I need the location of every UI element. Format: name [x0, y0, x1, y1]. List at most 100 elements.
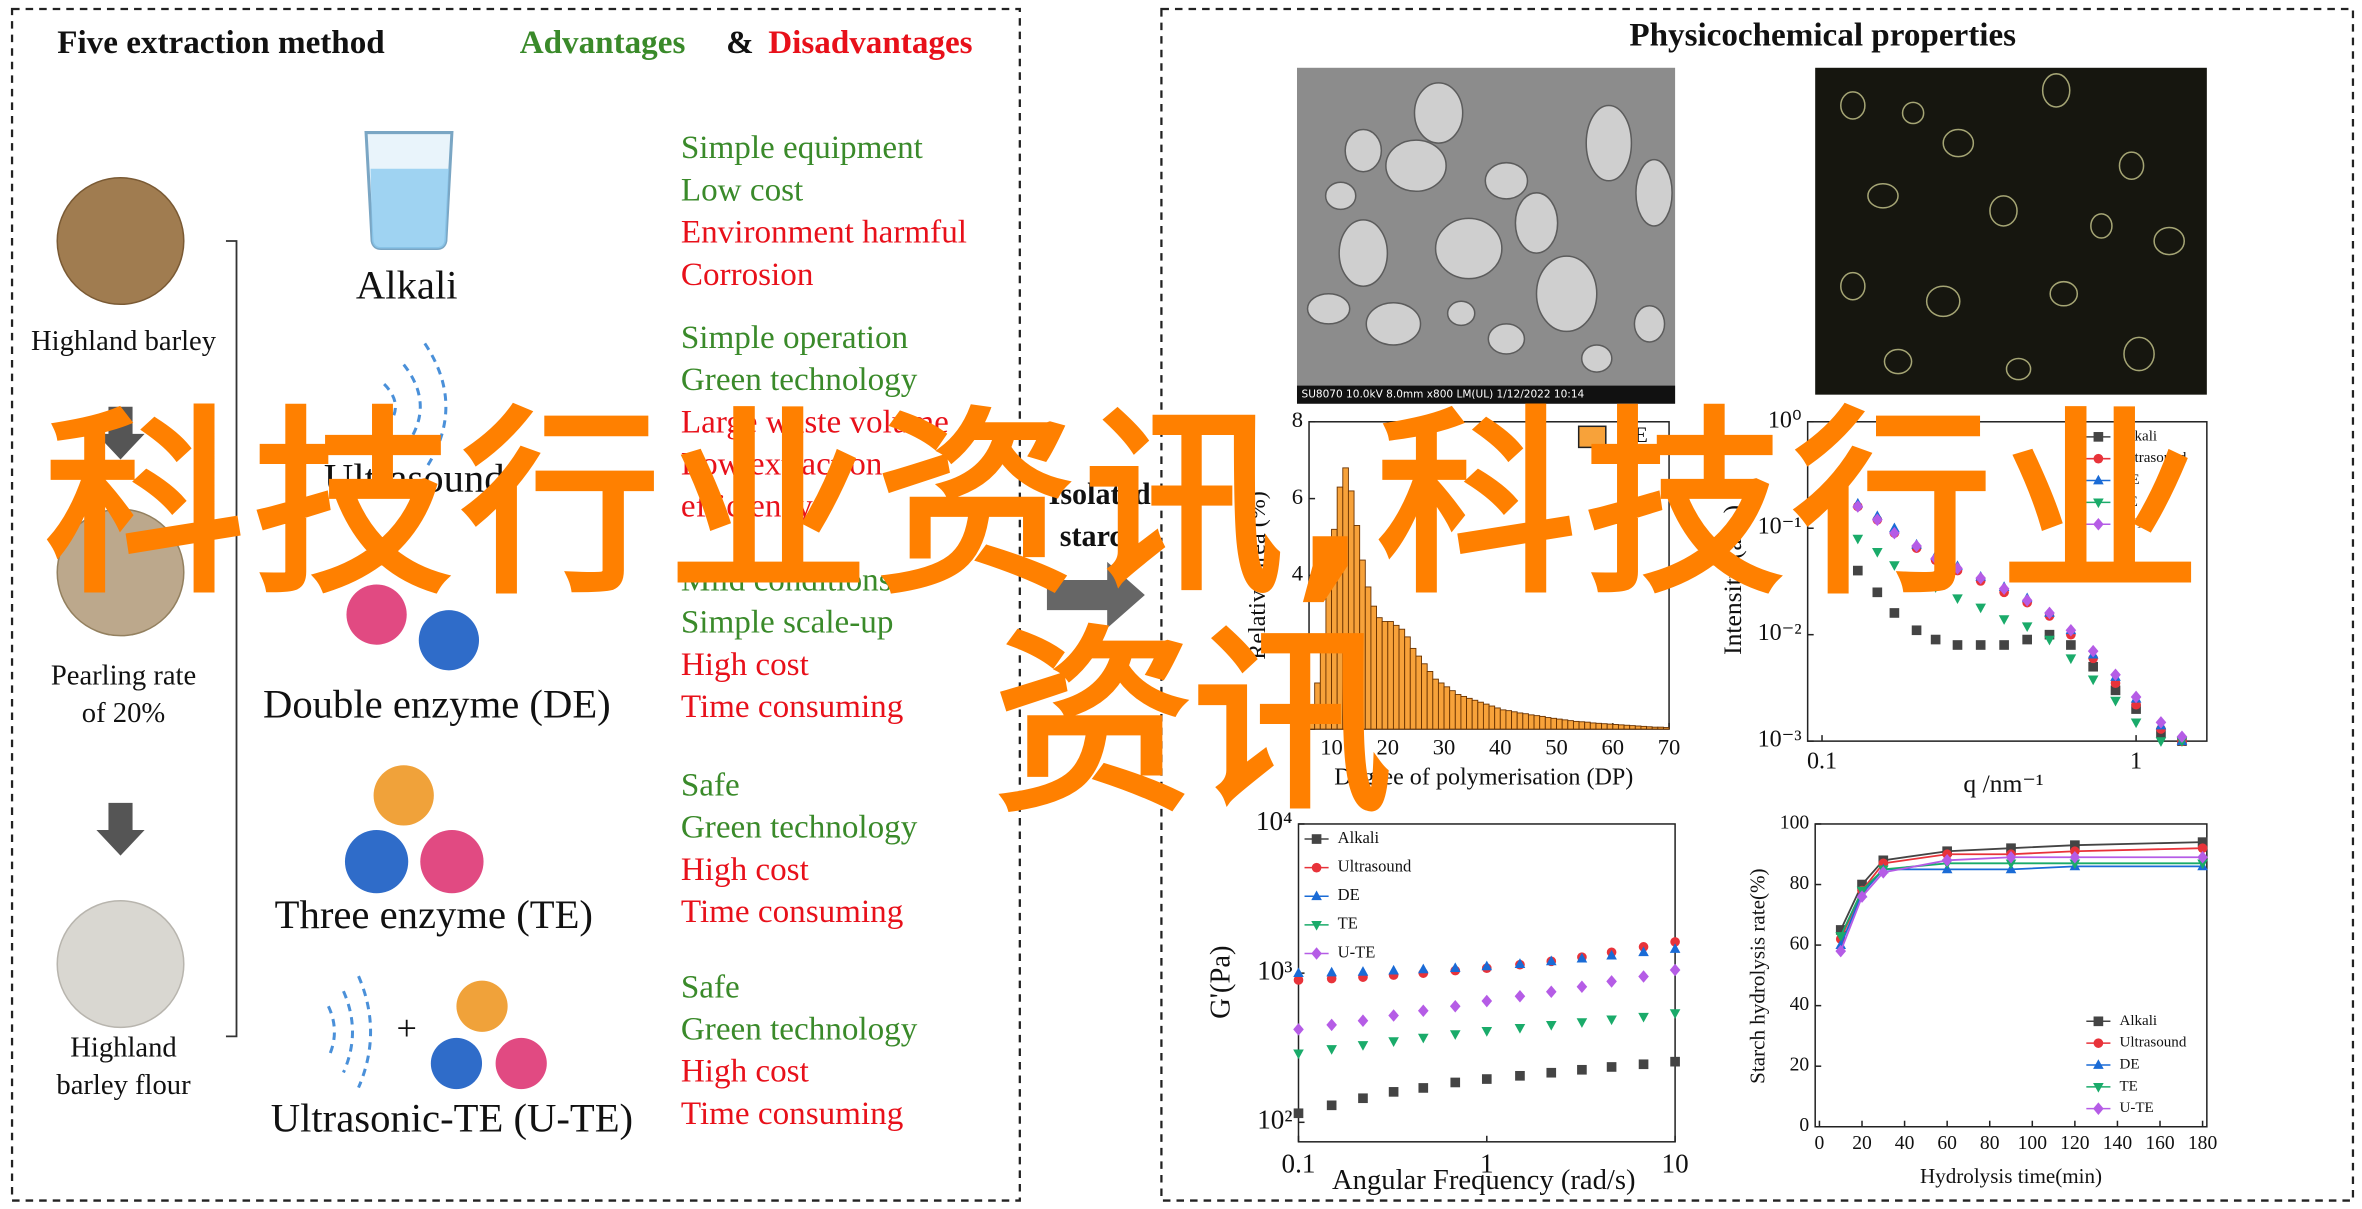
- y-tick-label: 8: [1292, 407, 1303, 432]
- histogram-bar: [1544, 717, 1552, 730]
- marker: [1311, 947, 1322, 960]
- disadvantage: Low extraction: [681, 446, 883, 483]
- sem-image: [1296, 67, 1676, 404]
- x-tick-label: 160: [2145, 1133, 2175, 1154]
- plot-frame: [1814, 823, 2208, 1128]
- marker: [1388, 964, 1399, 975]
- marker: [1975, 640, 1986, 650]
- histogram-bar: [1651, 726, 1659, 730]
- marker: [1514, 958, 1526, 968]
- histogram-bar: [1505, 710, 1513, 730]
- advantage: Green technology: [681, 809, 918, 846]
- x-tick-label: 50: [1545, 735, 1568, 760]
- marker: [1417, 1004, 1429, 1017]
- material-label: Highland: [70, 1031, 176, 1063]
- histogram-bar: [1662, 727, 1670, 730]
- marker: [2021, 622, 2033, 633]
- histogram-bar: [1482, 703, 1490, 730]
- histogram-bar: [1539, 715, 1546, 730]
- marker: [1998, 582, 2010, 596]
- legend-label: Ultrasound: [2119, 450, 2186, 466]
- marker: [2093, 1038, 2104, 1048]
- advantage: Safe: [681, 968, 740, 1005]
- disadvantage: High cost: [681, 851, 810, 888]
- x-tick-label: 20: [1852, 1133, 1872, 1154]
- marker: [1638, 946, 1649, 957]
- barley-image: [56, 176, 185, 306]
- marker: [1877, 866, 1889, 879]
- legend-label: DE: [1618, 422, 1648, 447]
- legend-label: Alkali: [1338, 828, 1380, 847]
- y-tick-label: 10⁻²: [1758, 620, 1802, 646]
- ultrasound-icon: [327, 975, 372, 1089]
- histogram-bar: [1572, 720, 1580, 730]
- x-axis-label: Hydrolysis time(min): [1920, 1164, 2102, 1188]
- marker: [2087, 644, 2099, 658]
- marker: [2093, 517, 2104, 531]
- histogram-bar: [1657, 726, 1664, 730]
- histogram-bar: [1426, 671, 1434, 730]
- marker: [1326, 966, 1337, 977]
- marker: [1835, 944, 1847, 958]
- marker: [1930, 634, 1941, 645]
- material-label: Highland barley: [31, 325, 217, 357]
- x-tick-label: 80: [1980, 1133, 2000, 1154]
- marker: [1669, 943, 1681, 953]
- advantage: Simple equipment: [681, 129, 924, 166]
- y-tick-label: 10⁻¹: [1758, 514, 1802, 540]
- marker: [1669, 963, 1681, 977]
- method-name: Alkali: [356, 263, 458, 308]
- marker: [1889, 608, 1900, 618]
- marker: [1835, 925, 1846, 935]
- marker: [1606, 1015, 1617, 1026]
- disadvantage: Time consuming: [681, 1095, 903, 1132]
- watermark: 资讯: [994, 607, 1392, 839]
- marker: [2093, 1059, 2104, 1069]
- y-tick-label: 60: [1790, 934, 1810, 955]
- disadvantage: Large waste volume: [681, 403, 949, 440]
- marker: [1952, 562, 1963, 575]
- marker: [1852, 565, 1863, 576]
- flour-image: [56, 900, 185, 1029]
- marker: [1872, 513, 1883, 527]
- marker: [2130, 690, 2142, 704]
- marker: [1514, 1023, 1526, 1034]
- x-tick-label: 70: [1658, 735, 1681, 760]
- x-tick-label: 60: [1602, 735, 1625, 760]
- disadvantage: Time consuming: [681, 893, 903, 930]
- marker: [1576, 952, 1588, 963]
- marker: [2070, 840, 2080, 850]
- histogram-bar: [1617, 724, 1625, 730]
- legend-label: DE: [2119, 472, 2139, 488]
- marker: [1293, 1023, 1304, 1036]
- marker: [2130, 718, 2142, 729]
- y-tick-label: 10³: [1257, 955, 1292, 985]
- marker: [1481, 1074, 1492, 1084]
- y-axis-label: Starch hydrolysis rate(%): [1745, 868, 1769, 1083]
- y-tick-label: 80: [1790, 873, 1810, 894]
- marker: [1835, 932, 1847, 942]
- y-tick-label: 6: [1292, 484, 1303, 509]
- advantage: Low cost: [681, 171, 804, 208]
- marker: [1293, 1108, 1304, 1119]
- histogram-bar: [1460, 695, 1468, 730]
- marker: [2088, 661, 2098, 672]
- x-tick-label: 100: [2018, 1133, 2048, 1154]
- marker: [1545, 1021, 1557, 1031]
- method-name: Double enzyme (DE): [263, 681, 611, 726]
- histogram-bar: [1589, 722, 1597, 730]
- material-label: of 20%: [82, 697, 165, 729]
- marker: [2044, 606, 2055, 620]
- marker: [2093, 432, 2104, 442]
- legend-label: U-TE: [2119, 1100, 2153, 1116]
- y-tick-label: 4: [1292, 561, 1303, 586]
- histogram-bar: [1567, 720, 1574, 730]
- marker: [1481, 960, 1493, 971]
- histogram-bar: [1392, 624, 1400, 730]
- y-tick-label: 10⁴: [1256, 806, 1293, 836]
- histogram-bar: [1421, 663, 1428, 730]
- histogram-bar: [1533, 715, 1541, 730]
- legend-label: DE: [2119, 1056, 2139, 1072]
- x-tick-label: 1: [1480, 1148, 1494, 1178]
- marker: [1311, 890, 1322, 901]
